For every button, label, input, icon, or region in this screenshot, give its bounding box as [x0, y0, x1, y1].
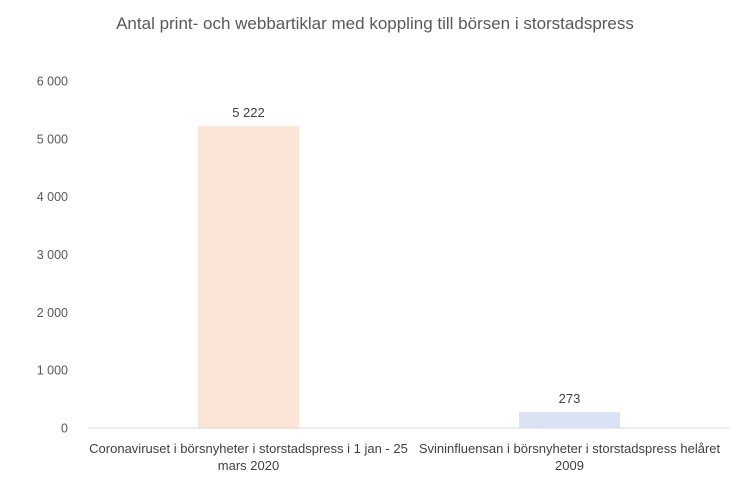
y-tick-label: 2 000: [37, 306, 68, 320]
x-tick-label: Svininfluensan i börsnyheter i storstads…: [419, 441, 721, 456]
y-tick-label: 0: [61, 422, 68, 436]
y-tick-label: 1 000: [37, 364, 68, 378]
y-tick-label: 4 000: [37, 190, 68, 204]
y-tick-label: 5 000: [37, 132, 68, 146]
y-tick-label: 3 000: [37, 248, 68, 262]
bar: [198, 125, 299, 429]
x-tick-label: 2009: [555, 458, 584, 473]
data-label: 273: [559, 391, 581, 406]
data-label: 5 222: [232, 105, 265, 120]
chart-title: Antal print- och webbartiklar med koppli…: [116, 14, 634, 33]
x-tick-label: mars 2020: [218, 458, 279, 473]
bar: [519, 412, 620, 428]
y-tick-label: 6 000: [37, 75, 68, 89]
x-tick-label: Coronaviruset i börsnyheter i storstadsp…: [89, 441, 408, 456]
